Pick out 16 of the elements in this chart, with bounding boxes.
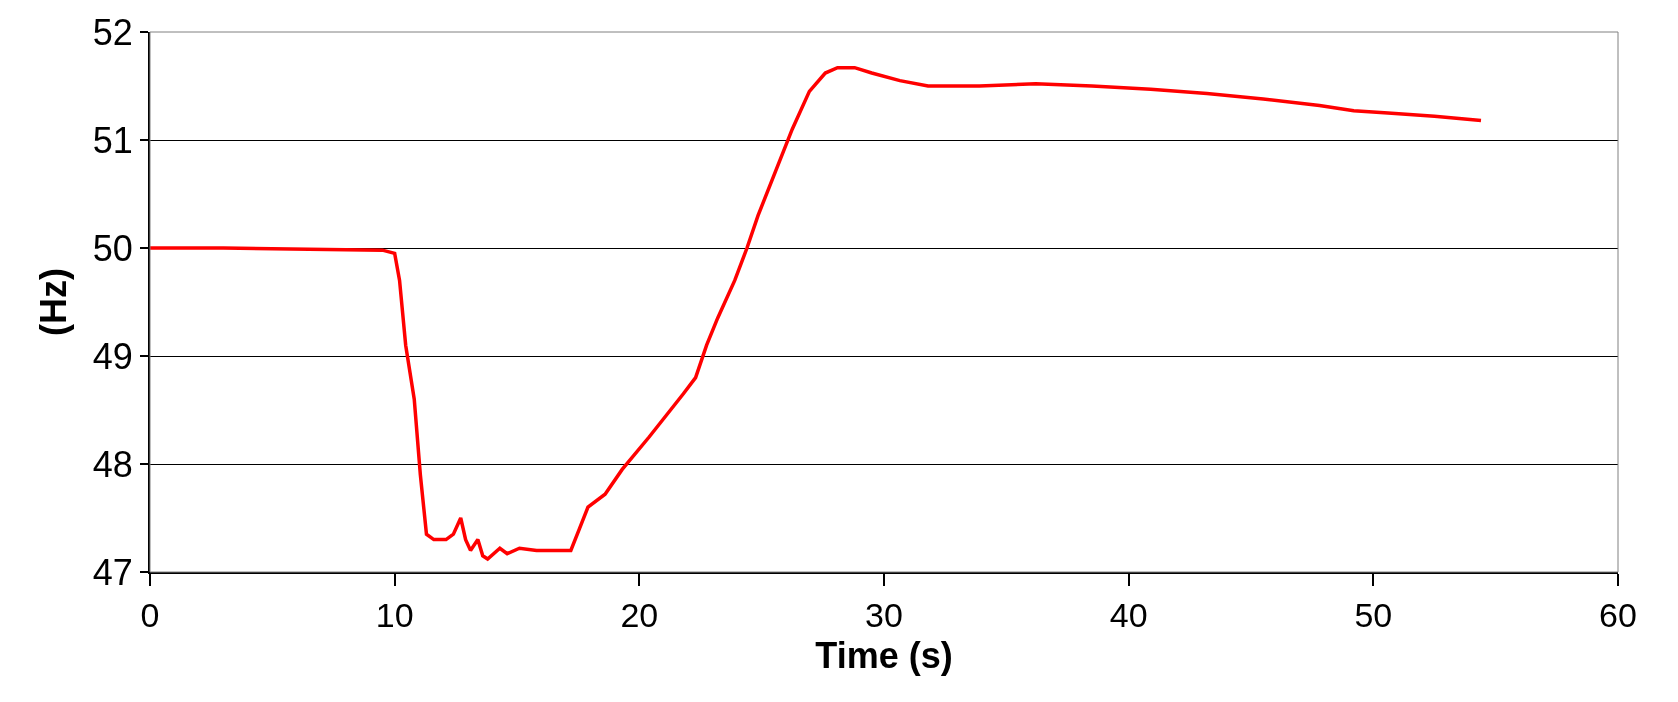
line-series <box>150 65 1483 561</box>
x-tick-label: 30 <box>865 595 903 634</box>
x-tick-label: 10 <box>375 595 414 634</box>
y-tick-label: 49 <box>92 335 133 377</box>
y-tick-label: 51 <box>92 119 133 161</box>
x-tick-label: 20 <box>620 595 659 634</box>
y-tick-label: 50 <box>92 227 133 269</box>
x-tick-label: 50 <box>1354 595 1393 634</box>
x-tick-label: 0 <box>140 595 160 634</box>
x-tick-label: 60 <box>1599 595 1637 634</box>
x-tick-label: 40 <box>1109 595 1148 634</box>
y-axis-title: (Hz) <box>33 268 75 336</box>
y-tick-label: 52 <box>92 11 133 53</box>
x-axis-title: Time (s) <box>815 635 953 676</box>
y-tick-label: 47 <box>92 551 133 593</box>
y-tick-label: 48 <box>92 443 133 485</box>
